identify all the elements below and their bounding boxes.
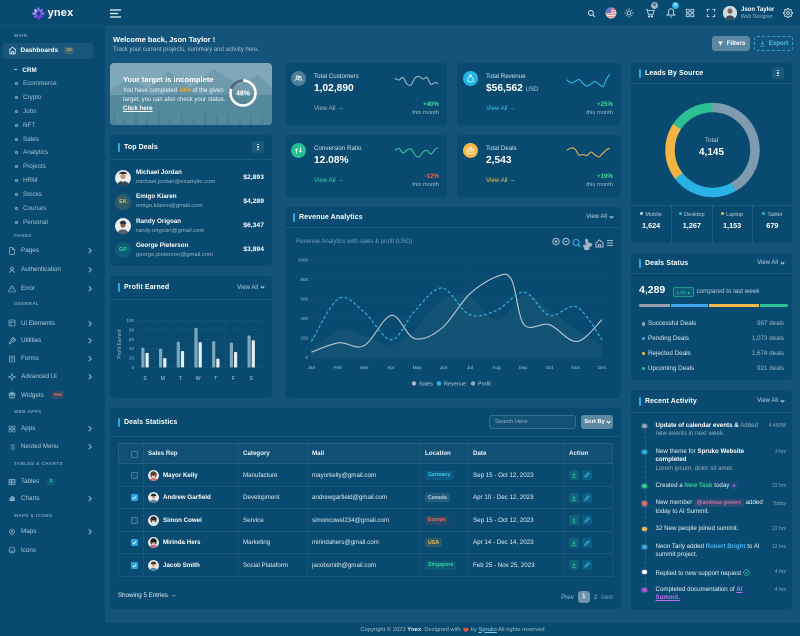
svg-text:400: 400 (300, 316, 308, 321)
svg-text:Revenue: Revenue (444, 382, 466, 388)
svg-text:Jun: Jun (440, 365, 448, 371)
svg-text:Profit: Profit (478, 382, 491, 388)
svg-text:Mar: Mar (360, 365, 369, 371)
svg-text:May: May (413, 365, 423, 371)
svg-text:40: 40 (129, 346, 135, 351)
svg-text:Sales: Sales (419, 382, 433, 388)
svg-text:20: 20 (129, 356, 135, 361)
svg-text:W: W (196, 376, 201, 382)
svg-text:Dec: Dec (598, 365, 607, 371)
svg-text:1000: 1000 (298, 258, 309, 263)
svg-text:600: 600 (300, 297, 308, 302)
svg-text:Feb: Feb (334, 365, 343, 371)
svg-text:S: S (250, 376, 254, 382)
svg-text:Aug: Aug (492, 365, 501, 371)
svg-text:200: 200 (300, 336, 308, 341)
svg-text:Apr: Apr (387, 365, 395, 371)
svg-text:Jan: Jan (308, 365, 316, 371)
svg-text:100: 100 (126, 318, 134, 323)
svg-text:80: 80 (129, 327, 135, 332)
svg-text:M: M (161, 376, 165, 382)
svg-text:800: 800 (300, 277, 308, 282)
svg-text:Sep: Sep (519, 365, 528, 371)
svg-text:S: S (143, 376, 147, 382)
svg-text:60: 60 (129, 337, 135, 342)
svg-text:Profit Earned: Profit Earned (117, 329, 123, 358)
svg-text:0: 0 (131, 365, 134, 370)
svg-text:Oct: Oct (546, 365, 554, 371)
svg-text:F: F (232, 376, 235, 382)
svg-text:48%: 48% (236, 91, 251, 98)
svg-text:T: T (179, 376, 182, 382)
svg-text:Jul: Jul (467, 365, 473, 371)
svg-text:Nov: Nov (571, 365, 580, 371)
svg-text:0: 0 (305, 355, 308, 360)
svg-text:T: T (214, 376, 217, 382)
